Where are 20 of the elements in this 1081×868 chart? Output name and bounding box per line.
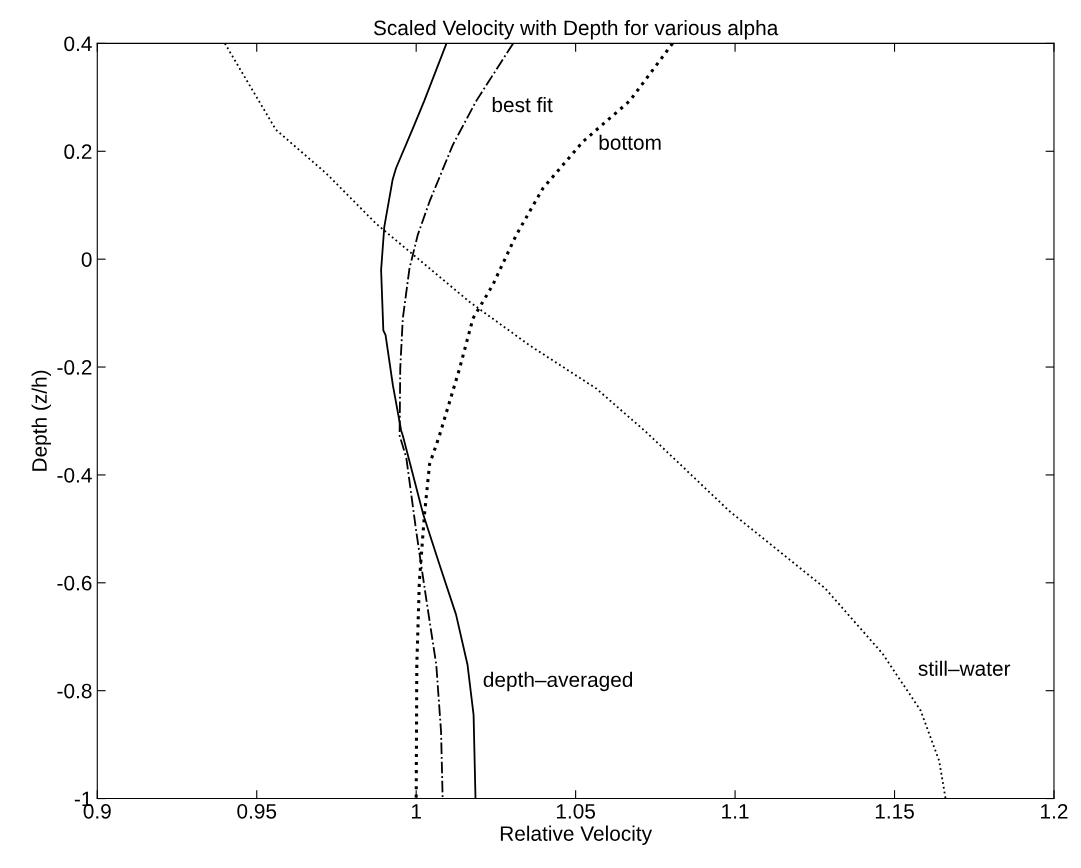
series-label: best fit: [492, 96, 553, 113]
y-tick-label: 0.4: [64, 36, 92, 52]
y-axis-title: Depth (z/h): [31, 370, 51, 471]
x-axis-title: Relative Velocity: [500, 825, 653, 846]
y-tick-label: 0.2: [64, 144, 92, 160]
y-tick-label: -0.4: [57, 467, 92, 483]
x-tick-label: 1.2: [1041, 803, 1068, 819]
x-tick-label: 1.15: [875, 804, 914, 819]
series-label: depth–averaged: [483, 671, 633, 692]
x-tick-label: 1.1: [722, 804, 749, 819]
y-tick-label: 0: [81, 252, 92, 267]
chart-title: Scaled Velocity with Depth for various alpha: [373, 19, 779, 40]
y-tick-label: -0.6: [57, 575, 92, 591]
series-label: bottom: [599, 134, 661, 150]
y-tick-label: -0.2: [57, 360, 92, 375]
y-tick-label: -0.8: [57, 683, 92, 699]
series-label: still–water: [918, 660, 1011, 676]
x-tick-label: 0.95: [237, 803, 277, 819]
x-tick-label: 1.05: [556, 803, 596, 819]
x-tick-label: 1: [411, 804, 421, 819]
